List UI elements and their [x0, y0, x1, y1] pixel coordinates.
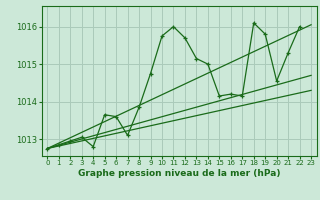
X-axis label: Graphe pression niveau de la mer (hPa): Graphe pression niveau de la mer (hPa) — [78, 169, 280, 178]
